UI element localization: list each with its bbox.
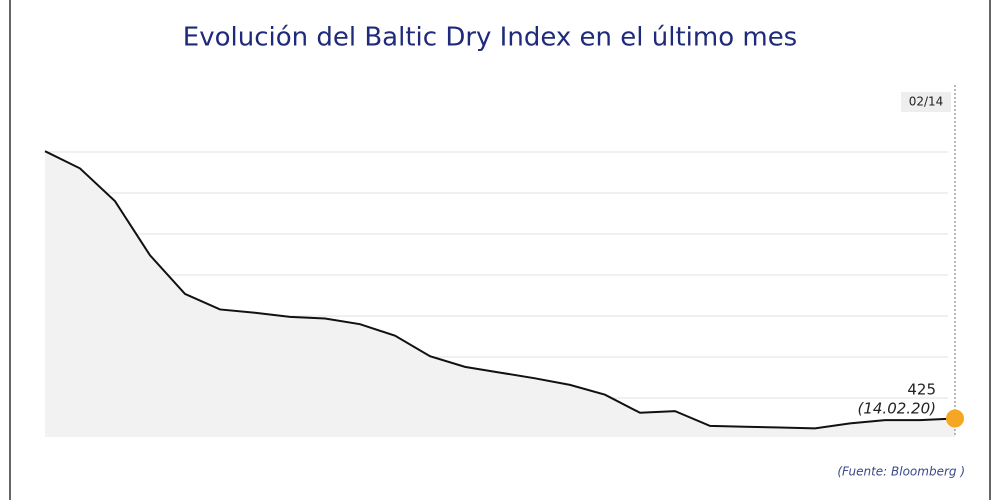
area-fill <box>45 151 955 437</box>
date-box <box>901 92 951 112</box>
last-point <box>946 409 964 428</box>
value-label: 425 <box>907 381 936 399</box>
line <box>44 150 956 430</box>
source: (Fuente: Bloomberg ) <box>837 465 965 479</box>
chart-title: Evolución del Baltic Dry Index en el últ… <box>183 23 797 53</box>
date-label: (14.02.20) <box>857 400 936 418</box>
x-tick-label: 02/14 <box>909 95 944 109</box>
